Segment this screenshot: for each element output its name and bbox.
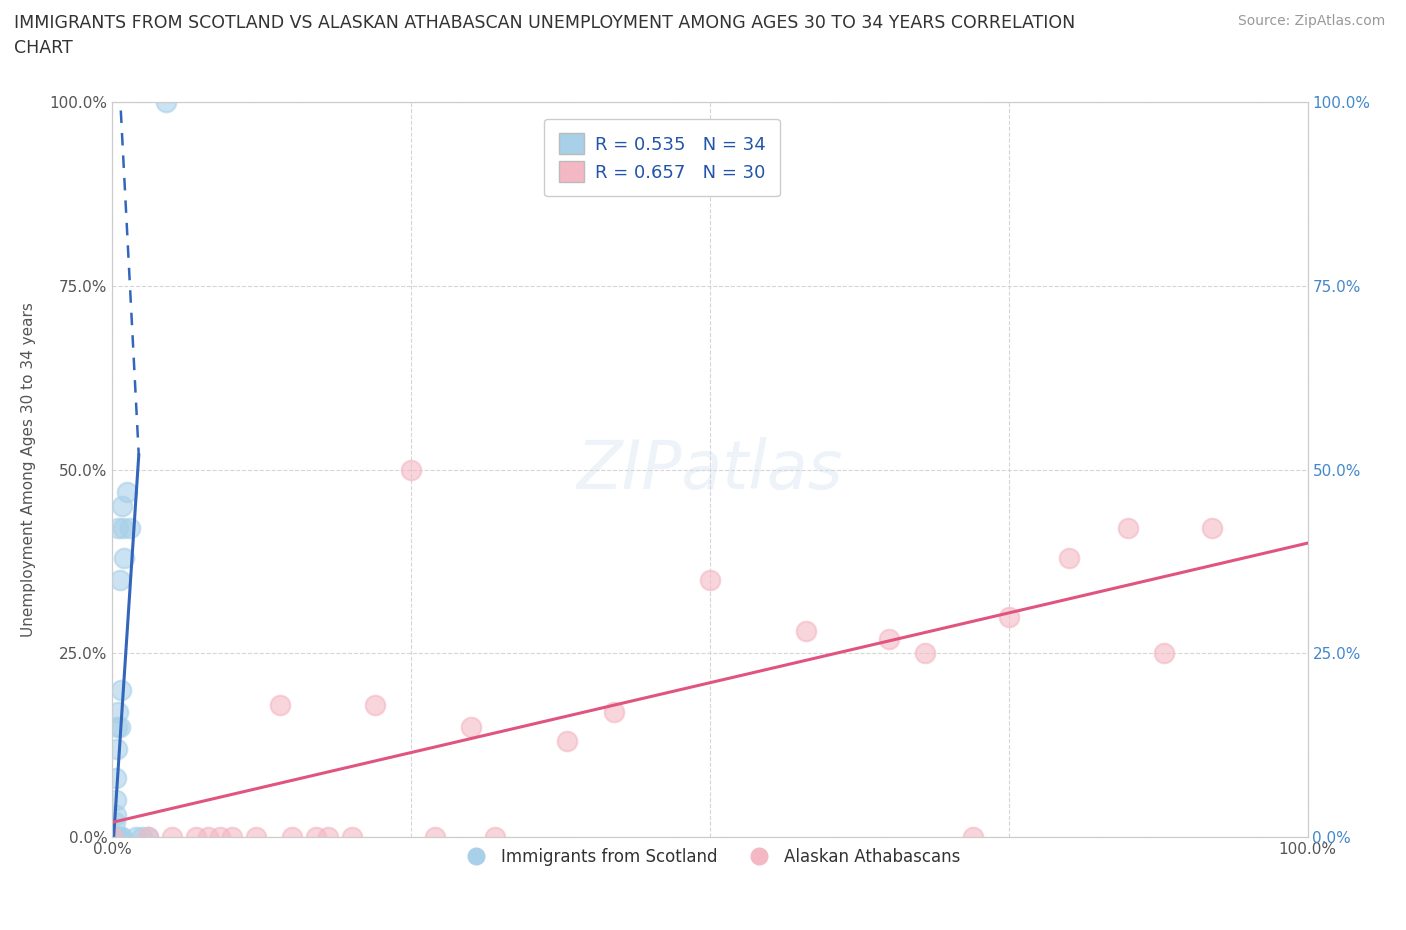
Point — [155, 95, 177, 110]
Point — [105, 792, 128, 807]
Point — [221, 830, 243, 844]
Point — [484, 830, 506, 844]
Point — [108, 573, 131, 588]
Point — [125, 830, 148, 844]
Point — [879, 631, 901, 646]
Point — [794, 624, 817, 639]
Legend: Immigrants from Scotland, Alaskan Athabascans: Immigrants from Scotland, Alaskan Athaba… — [453, 842, 967, 872]
Point — [1057, 551, 1080, 565]
Point — [105, 771, 128, 786]
Point — [245, 830, 267, 844]
Point — [269, 698, 291, 712]
Text: CHART: CHART — [14, 39, 73, 57]
Point — [115, 485, 138, 499]
Point — [107, 521, 129, 536]
Point — [131, 830, 153, 844]
Point — [120, 521, 142, 536]
Point — [105, 830, 128, 844]
Point — [460, 720, 482, 735]
Point — [101, 830, 124, 844]
Point — [425, 830, 447, 844]
Point — [197, 830, 219, 844]
Point — [340, 830, 363, 844]
Point — [138, 830, 160, 844]
Point — [364, 698, 387, 712]
Point — [162, 830, 183, 844]
Point — [105, 741, 128, 756]
Point — [104, 830, 127, 844]
Text: IMMIGRANTS FROM SCOTLAND VS ALASKAN ATHABASCAN UNEMPLOYMENT AMONG AGES 30 TO 34 : IMMIGRANTS FROM SCOTLAND VS ALASKAN ATHA… — [14, 14, 1076, 32]
Point — [104, 815, 127, 830]
Point — [555, 734, 578, 749]
Point — [998, 609, 1021, 624]
Point — [962, 830, 984, 844]
Point — [401, 462, 423, 477]
Point — [1201, 521, 1223, 536]
Point — [103, 830, 125, 844]
Point — [103, 830, 125, 844]
Point — [914, 646, 936, 661]
Y-axis label: Unemployment Among Ages 30 to 34 years: Unemployment Among Ages 30 to 34 years — [21, 302, 35, 637]
Point — [105, 830, 128, 844]
Point — [209, 830, 232, 844]
Point — [138, 830, 160, 844]
Point — [107, 705, 129, 720]
Text: ZIPatlas: ZIPatlas — [576, 437, 844, 502]
Point — [603, 705, 626, 720]
Point — [105, 830, 128, 844]
Point — [111, 498, 134, 513]
Point — [105, 720, 128, 735]
Point — [107, 830, 129, 844]
Point — [316, 830, 339, 844]
Point — [1153, 646, 1175, 661]
Point — [110, 830, 132, 844]
Point — [104, 830, 127, 844]
Text: Source: ZipAtlas.com: Source: ZipAtlas.com — [1237, 14, 1385, 28]
Point — [1118, 521, 1140, 536]
Point — [699, 573, 721, 588]
Point — [111, 830, 134, 844]
Point — [105, 807, 128, 822]
Point — [107, 830, 129, 844]
Point — [103, 830, 125, 844]
Point — [110, 683, 132, 698]
Point — [281, 830, 304, 844]
Point — [104, 830, 127, 844]
Point — [305, 830, 328, 844]
Point — [105, 830, 128, 844]
Point — [112, 521, 135, 536]
Point — [108, 720, 131, 735]
Point — [186, 830, 208, 844]
Point — [114, 551, 135, 565]
